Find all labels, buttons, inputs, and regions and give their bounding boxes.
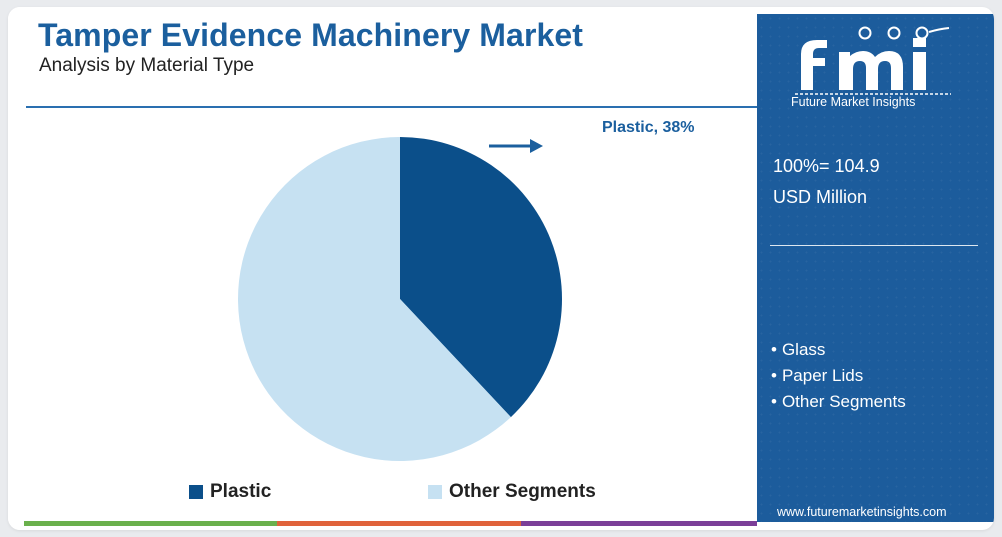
market-total-unit: USD Million: [773, 187, 868, 207]
bottom-bar-purple: [521, 521, 757, 526]
infographic-card: Tamper Evidence Machinery Market Analysi…: [8, 7, 994, 530]
market-total-value: 100%= 104.9: [773, 156, 880, 176]
info-sidebar: Future Market Insights 100%= 104.9 USD M…: [757, 14, 994, 522]
legend-item-plastic: Plastic: [189, 481, 271, 503]
page-subtitle: Analysis by Material Type: [39, 55, 255, 76]
title-divider: [26, 106, 757, 108]
brand-name: Future Market Insights: [791, 95, 916, 109]
website-url: www.futuremarketinsights.com: [777, 505, 947, 519]
legend-swatch-other-segments: [428, 485, 442, 499]
legend-label-other-segments: Other Segments: [449, 481, 596, 502]
legend-item-other-segments: Other Segments: [428, 481, 596, 503]
fmi-logo-icon: [795, 26, 951, 95]
list-item: Paper Lids: [771, 363, 906, 389]
legend-swatch-plastic: [189, 485, 203, 499]
plastic-callout-label: Plastic, 38%: [602, 119, 695, 136]
pie-slice-plastic: [400, 137, 563, 418]
pie-chart: [238, 137, 563, 461]
sidebar-divider: [770, 245, 978, 246]
market-total: 100%= 104.9 USD Million: [773, 151, 880, 213]
bottom-color-bar: [24, 521, 757, 526]
pie-slice-other-segments: [238, 137, 511, 461]
chart-panel: Tamper Evidence Machinery Market Analysi…: [8, 7, 757, 530]
bottom-bar-orange: [277, 521, 521, 526]
pie-slices: [238, 137, 563, 461]
legend-label-plastic: Plastic: [210, 481, 272, 502]
bottom-bar-green: [24, 521, 277, 526]
other-segments-list: Glass Paper Lids Other Segments: [771, 337, 906, 415]
page-title: Tamper Evidence Machinery Market: [38, 17, 584, 53]
list-item: Other Segments: [771, 389, 906, 415]
list-item: Glass: [771, 337, 906, 363]
callout-arrow-icon: [489, 139, 543, 153]
